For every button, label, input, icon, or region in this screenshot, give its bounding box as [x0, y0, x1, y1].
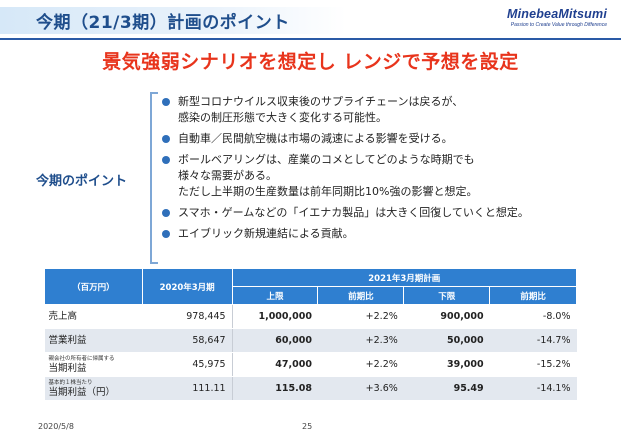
slide-header: 今期（21/3期）計画のポイント MinebeaMitsumi Passion … — [0, 0, 621, 40]
header-rule — [0, 38, 621, 40]
prev-value: 111.11 — [142, 376, 233, 401]
prev-value: 978,445 — [142, 304, 233, 329]
upper-value: 47,000 — [231, 352, 318, 377]
bullet-dot-icon — [162, 230, 170, 238]
upper-yoy-value: +3.6% — [317, 376, 404, 401]
point-line: 新型コロナウイルス収束後のサプライチェーンは戻るが、 — [178, 95, 464, 108]
company-logo: MinebeaMitsumi Passion to Create Value t… — [507, 7, 607, 28]
bullet-dot-icon — [162, 135, 170, 143]
logo-wordmark: MinebeaMitsumi — [506, 7, 607, 21]
point-item: 自動車／民間航空機は市場の減速による影響を受ける。 — [162, 131, 612, 147]
forecast-table: （百万円） 2020年3月期 2021年3月期計画 上限 前期比 下限 前期比 … — [44, 268, 578, 401]
point-line: 感染の制圧形態で大きく変化する可能性。 — [178, 111, 387, 124]
point-line: 自動車／民間航空機は市場の減速による影響を受ける。 — [178, 132, 453, 145]
upper-yoy-value: +2.3% — [317, 328, 404, 353]
row-label: 営業利益 — [44, 328, 143, 353]
point-item: ボールベアリングは、産業のコメとしてどのような時期でも 様々な需要がある。 ただ… — [162, 152, 612, 200]
lower-value: 900,000 — [403, 304, 490, 329]
prev-year-header: 2020年3月期 — [141, 268, 233, 305]
row-note: 基本的１株当たり — [48, 379, 93, 386]
lower-value: 50,000 — [403, 328, 490, 353]
table-header-row: （百万円） 2020年3月期 2021年3月期計画 — [44, 268, 578, 305]
lower-yoy-value: -14.7% — [489, 328, 577, 353]
page-number: 25 — [302, 422, 313, 431]
lower-yoy-header: 前期比 — [489, 286, 577, 305]
upper-value: 60,000 — [231, 328, 318, 353]
footer-date: 2020/5/8 — [38, 422, 74, 431]
upper-value: 115.08 — [231, 376, 318, 401]
point-item: 新型コロナウイルス収束後のサプライチェーンは戻るが、 感染の制圧形態で大きく変化… — [162, 94, 612, 126]
upper-yoy-header: 前期比 — [317, 286, 405, 305]
lower-yoy-value: -14.1% — [489, 376, 577, 401]
point-line: ただし上半期の生産数量は前年同期比10%強の影響と想定。 — [178, 185, 478, 198]
logo-tagline: Passion to Create Value through Differen… — [510, 22, 607, 28]
title-bar — [0, 7, 346, 34]
row-label: 売上高 — [44, 304, 143, 329]
table-row: 売上高 978,445 1,000,000 +2.2% 900,000 -8.0… — [44, 304, 577, 329]
upper-header: 上限 — [231, 286, 319, 305]
point-line: スマホ・ゲームなどの「イエナカ製品」は大きく回復していくと想定。 — [178, 206, 529, 219]
points-bracket-top — [150, 92, 158, 94]
points-label: 今期のポイント — [36, 174, 128, 189]
page-title: 今期（21/3期）計画のポイント — [36, 13, 290, 33]
lower-yoy-value: -15.2% — [489, 352, 577, 377]
lower-value: 39,000 — [403, 352, 490, 377]
row-label: 親会社の所有者に帰属する 当期利益 — [44, 352, 143, 377]
bullet-dot-icon — [162, 209, 170, 217]
point-item: エイブリック新規連結による貢献。 — [162, 226, 612, 242]
points-bracket-bottom — [150, 262, 158, 264]
table-subheader-row: 上限 前期比 下限 前期比 — [45, 286, 577, 305]
plan-header: 2021年3月期計画 — [231, 268, 578, 287]
row-note: 親会社の所有者に帰属する — [48, 355, 115, 362]
point-line: エイブリック新規連結による貢献。 — [178, 227, 354, 240]
points-bracket — [150, 92, 152, 264]
lower-value: 95.49 — [403, 376, 490, 401]
lower-yoy-value: -8.0% — [489, 304, 577, 329]
points-list: 新型コロナウイルス収束後のサプライチェーンは戻るが、 感染の制圧形態で大きく変化… — [162, 94, 612, 247]
lower-header: 下限 — [403, 286, 491, 305]
upper-value: 1,000,000 — [231, 304, 318, 329]
upper-yoy-value: +2.2% — [317, 352, 404, 377]
upper-yoy-value: +2.2% — [317, 304, 404, 329]
table-row: 基本的１株当たり 当期利益（円） 111.11 115.08 +3.6% 95.… — [44, 376, 577, 401]
point-item: スマホ・ゲームなどの「イエナカ製品」は大きく回復していくと想定。 — [162, 205, 612, 221]
bullet-dot-icon — [162, 156, 170, 164]
bullet-dot-icon — [162, 98, 170, 106]
unit-header: （百万円） — [44, 268, 143, 305]
point-line: ボールベアリングは、産業のコメとしてどのような時期でも — [178, 153, 475, 166]
point-line: 様々な需要がある。 — [178, 169, 277, 182]
headline: 景気強弱シナリオを想定し レンジで予想を設定 — [102, 51, 519, 73]
prev-value: 45,975 — [142, 352, 233, 377]
row-label: 基本的１株当たり 当期利益（円） — [44, 376, 143, 401]
table-row: 営業利益 58,647 60,000 +2.3% 50,000 -14.7% — [44, 328, 577, 353]
table-row: 親会社の所有者に帰属する 当期利益 45,975 47,000 +2.2% 39… — [44, 352, 577, 377]
prev-value: 58,647 — [142, 328, 233, 353]
